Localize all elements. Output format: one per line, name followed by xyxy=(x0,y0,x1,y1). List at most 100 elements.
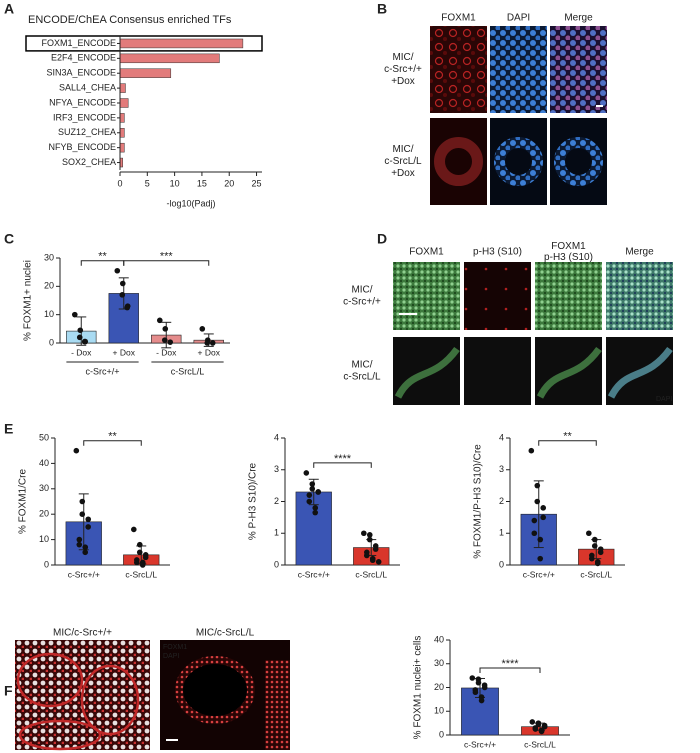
x-tick-label: + Dox xyxy=(113,347,136,357)
y-tick-label: 0 xyxy=(44,559,49,569)
significance-label: ** xyxy=(563,431,572,443)
data-point xyxy=(372,546,379,552)
image-title: MIC/c-Src+/+ xyxy=(53,628,112,639)
data-point xyxy=(540,514,546,521)
y-tick-label: 0 xyxy=(49,337,54,347)
significance-label: **** xyxy=(501,658,519,670)
y-tick-label: SOX2_CHEA xyxy=(62,157,116,167)
y-tick-label: 20 xyxy=(44,281,54,291)
data-point xyxy=(534,482,541,489)
micrograph xyxy=(464,262,531,330)
significance-label: ** xyxy=(98,251,107,263)
x-tick-label: - Dox xyxy=(156,347,177,357)
x-tick-label: c-SrcL/L xyxy=(524,739,556,749)
y-axis-label: % P-H3 S10)/Cre xyxy=(248,462,259,540)
y-tick-label: 1 xyxy=(274,528,279,538)
data-point xyxy=(85,524,91,530)
acinus xyxy=(494,137,543,186)
lobule-border xyxy=(18,719,102,751)
data-point xyxy=(586,530,592,537)
x-tick-label: + Dox xyxy=(198,347,221,357)
image-label: FOXM1 xyxy=(441,13,476,24)
image-label: p-H3 (S10) xyxy=(473,247,522,258)
image-legend: FOXM1 xyxy=(163,644,187,651)
data-point xyxy=(114,267,121,274)
x-tick-label: c-Src+/+ xyxy=(464,739,496,749)
data-point xyxy=(76,536,83,543)
y-tick-label: 3 xyxy=(274,464,279,474)
micrograph xyxy=(550,26,607,113)
image-label: Merge xyxy=(564,13,593,24)
data-point xyxy=(475,679,482,686)
data-point xyxy=(309,486,316,492)
data-point xyxy=(537,536,544,543)
data-point xyxy=(366,532,373,538)
y-tick-label: 3 xyxy=(499,464,504,474)
data-point xyxy=(309,481,316,487)
data-point xyxy=(481,684,488,691)
x-tick-label: 10 xyxy=(170,178,180,188)
data-point xyxy=(528,447,535,454)
micrograph xyxy=(490,26,547,113)
significance-bracket xyxy=(313,462,372,468)
data-point xyxy=(591,536,598,543)
image-label: c-SrcL/L xyxy=(343,372,381,383)
y-tick-label: 0 xyxy=(274,559,279,569)
y-tick-label: SALL4_CHEA xyxy=(59,82,116,92)
lobule-border xyxy=(80,664,140,736)
y-tick-label: NFYB_ENCODE xyxy=(48,142,116,152)
x-axis-label: -log10(Padj) xyxy=(166,198,215,208)
data-point xyxy=(538,728,545,735)
y-tick-label: IRF3_ENCODE xyxy=(53,112,116,122)
data-point xyxy=(142,554,149,561)
x-tick-label: c-Src+/+ xyxy=(298,569,330,579)
data-point xyxy=(71,311,78,318)
data-point xyxy=(535,721,542,728)
y-tick-label: SUZ12_CHEA xyxy=(58,127,116,137)
data-point xyxy=(532,726,539,732)
data-point xyxy=(79,498,86,505)
y-tick-label: 40 xyxy=(39,458,49,468)
panel-label: E xyxy=(4,421,13,437)
image-legend: DAPI xyxy=(163,653,179,660)
y-tick-label: 20 xyxy=(39,509,49,519)
data-point xyxy=(591,543,598,549)
panel-label: F xyxy=(4,683,13,699)
data-point xyxy=(478,697,485,704)
data-point xyxy=(136,549,143,556)
data-point xyxy=(597,549,604,556)
image-title: MIC/c-SrcL/L xyxy=(196,628,255,639)
bar xyxy=(119,83,126,93)
tissue xyxy=(394,346,460,399)
panel-label: D xyxy=(377,231,387,247)
data-point xyxy=(312,509,319,516)
tissue xyxy=(265,660,290,750)
data-point xyxy=(136,541,143,548)
duct xyxy=(175,656,255,724)
bar xyxy=(119,128,125,138)
acinus xyxy=(434,137,483,186)
data-point xyxy=(369,557,376,564)
bar xyxy=(119,38,244,49)
y-tick-label: 30 xyxy=(434,658,444,668)
data-point xyxy=(167,339,174,345)
micrograph xyxy=(464,337,531,405)
data-point xyxy=(303,470,310,476)
significance-label: ** xyxy=(108,431,117,443)
x-tick-label: c-Src+/+ xyxy=(68,569,100,579)
y-tick-label: 4 xyxy=(499,432,504,442)
image-label: p-H3 (S10) xyxy=(544,252,593,263)
panel-label: A xyxy=(4,1,14,17)
x-tick-label: c-SrcL/L xyxy=(355,569,387,579)
data-point xyxy=(161,337,168,343)
x-tick-label: 0 xyxy=(117,178,122,188)
image-label: c-Src+/+ xyxy=(384,64,422,75)
data-point xyxy=(131,526,137,533)
data-point xyxy=(162,326,169,332)
y-axis-label: % FOXM1/P-H3 S10)/Cre xyxy=(473,444,484,559)
micrograph xyxy=(535,262,602,330)
data-point xyxy=(79,511,86,517)
data-point xyxy=(82,544,89,551)
data-point xyxy=(366,536,373,543)
data-point xyxy=(199,326,206,332)
